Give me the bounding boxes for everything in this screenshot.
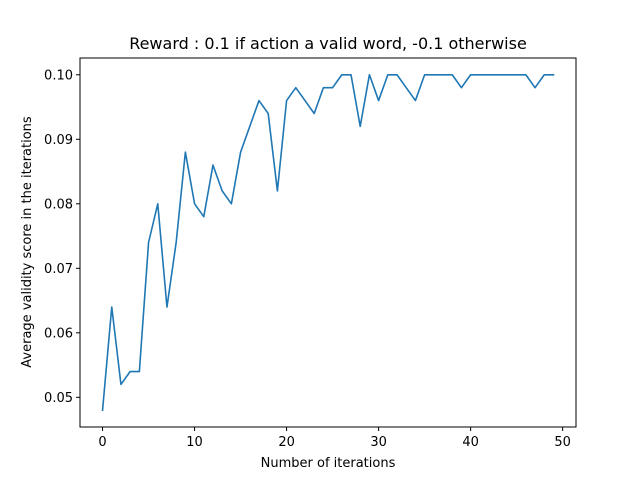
y-tick-label: 0.08 — [44, 197, 73, 212]
x-axis-label: Number of iterations — [261, 456, 396, 471]
x-tick-label: 50 — [554, 435, 571, 450]
plot-area-frame — [79, 57, 577, 428]
y-tick-label: 0.07 — [44, 262, 73, 277]
series-line — [101, 73, 555, 412]
series-lines — [101, 73, 555, 412]
y-axis-label: Average validity score in the iterations — [20, 116, 35, 368]
y-tick-label: 0.10 — [44, 68, 73, 83]
y-tick-label: 0.05 — [44, 391, 73, 406]
y-tick-label: 0.06 — [44, 326, 73, 341]
chart-title: Reward : 0.1 if action a valid word, -0.… — [129, 34, 527, 53]
x-tick-label: 40 — [462, 435, 479, 450]
y-tick-label: 0.09 — [44, 133, 73, 148]
x-tick-label: 30 — [370, 435, 387, 450]
x-tick-label: 10 — [186, 435, 203, 450]
axis-ticks: 0 10 20 30 40 50 0.05 0.06 0.07 0.08 0.09 0.10 — [44, 68, 571, 450]
x-tick-label: 20 — [278, 435, 295, 450]
x-tick-label: 0 — [98, 435, 106, 450]
